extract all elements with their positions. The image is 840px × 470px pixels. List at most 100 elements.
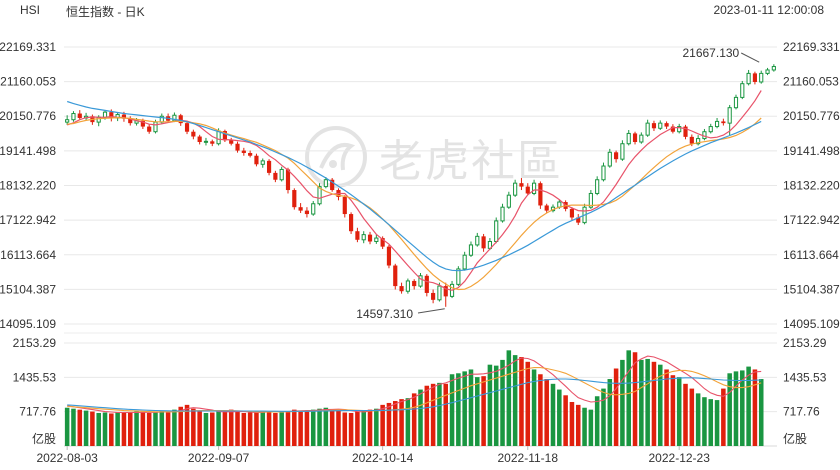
volume-bar [632,352,638,446]
volume-bar [588,409,594,446]
candle-body [519,183,524,187]
candle-body [506,194,511,208]
candle-body [298,207,303,211]
volume-bar [392,401,398,446]
price-tick-left: 21160.053 [0,75,56,89]
volume-bar [411,393,417,446]
volume-bar [702,397,707,446]
price-tick-right: 18132.220 [783,179,840,193]
volume-bar [197,411,202,446]
candle-body [266,160,272,173]
volume-bar [254,412,259,446]
volume-bar [279,412,284,446]
volume-bar [210,412,215,446]
volume-bar [531,369,537,446]
volume-bar [228,409,234,446]
volume-bar [77,409,83,446]
high-annotation-label: 21667.130 [682,46,739,60]
candle-body [355,231,360,240]
volume-bar [594,396,600,446]
volume-bar [380,404,385,446]
volume-bar [601,388,606,446]
candle-body [279,168,284,181]
volume-bar [626,350,631,446]
candle-body [607,151,612,167]
candle-body [645,122,650,136]
candle-body [443,286,448,297]
low-annotation-leader [417,308,445,314]
candle-body [248,152,253,156]
price-tick-left: 22169.331 [0,40,56,54]
volume-unit-left: 亿股 [32,431,56,446]
volume-bar [487,364,493,446]
candle-body [399,286,404,292]
volume-bar [348,412,354,446]
price-tick-left: 20150.776 [0,109,56,123]
volume-bar [563,395,568,446]
volume-bar [285,411,291,446]
watermark: 老虎社區 [303,124,563,190]
volume-bar [260,411,266,446]
volume-bar [670,375,676,446]
price-tick-right: 19141.498 [783,144,840,158]
candle-body [538,183,543,206]
symbol-label: HSI [20,3,41,17]
volume-bar [216,411,221,446]
volume-bar [178,406,184,446]
volume-bar [247,412,253,446]
candle-body [140,120,145,127]
price-tick-right: 16113.664 [783,248,839,262]
watermark-text: 老虎社區 [379,137,563,186]
x-tick-label: 2022-10-14 [352,451,414,465]
volume-bar [620,359,625,446]
volume-bar [140,412,146,446]
volume-bar [506,350,512,446]
candle-body [178,115,183,124]
volume-bar [310,409,316,446]
candle-body [393,265,398,287]
candle-body [481,236,486,249]
candle-body [317,186,322,205]
candle-body [677,126,682,133]
volume-bar [367,409,373,446]
candle-body [683,126,688,137]
volume-bar [519,357,524,446]
candle-body [651,123,657,129]
candle-body [235,143,240,151]
candle-body [752,73,757,82]
candle-body [273,172,278,180]
candle-body [670,126,675,132]
volume-bar [714,400,720,446]
volume-bar [184,404,190,446]
x-tick-label: 2022-12-23 [649,451,711,465]
candle-body [374,237,379,242]
candle-body [109,112,114,118]
volume-bar [323,407,329,446]
candle-body [664,123,669,127]
candle-body [714,120,720,128]
volume-tick-left: 2153.29 [13,336,57,350]
chart-title: 恒生指数 - 日K [66,5,145,19]
candle-body [588,192,593,208]
volume-bar [424,385,430,446]
volume-bar [191,408,196,446]
volume-bar [456,373,461,446]
candle-body [405,280,410,292]
volume-bar [557,389,562,446]
volume-bar [134,411,139,446]
candle-body [153,121,158,133]
candle-body [437,285,442,301]
price-tick-right: 20150.776 [783,109,840,123]
volume-bar [336,410,341,446]
candle-body [292,190,297,208]
volume-bar [71,408,76,446]
volume-bar [657,364,663,446]
candle-body [500,206,505,222]
volume-bar [83,410,89,446]
volume-bar [329,409,335,446]
volume-bar [746,366,751,446]
high-annotation-leader [740,52,760,63]
candle-body [96,116,101,123]
